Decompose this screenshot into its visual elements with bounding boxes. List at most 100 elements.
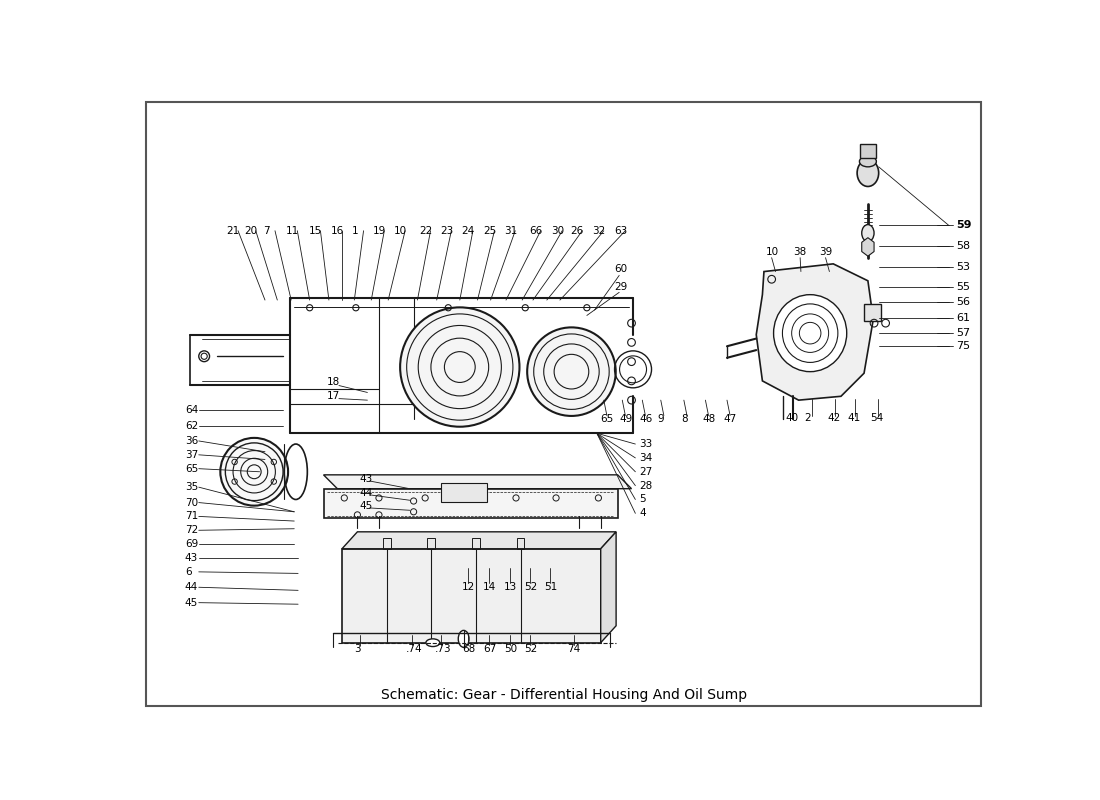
- Text: 60: 60: [614, 264, 627, 274]
- Polygon shape: [757, 264, 873, 400]
- Text: 19: 19: [373, 226, 386, 236]
- Text: .74: .74: [406, 644, 422, 654]
- Text: 23: 23: [440, 226, 453, 236]
- Text: 72: 72: [185, 526, 198, 535]
- Text: 49: 49: [619, 414, 632, 424]
- Text: 67: 67: [483, 644, 496, 654]
- Text: 8: 8: [681, 414, 688, 424]
- Text: 38: 38: [793, 246, 806, 257]
- Bar: [860, 144, 876, 158]
- Bar: [342, 549, 601, 642]
- Text: 7: 7: [264, 226, 271, 236]
- Text: 45: 45: [360, 502, 373, 511]
- Text: 20: 20: [244, 226, 257, 236]
- Text: 43: 43: [185, 553, 198, 563]
- Text: 74: 74: [568, 644, 581, 654]
- Text: 52: 52: [524, 582, 537, 592]
- Ellipse shape: [459, 630, 469, 647]
- Bar: [517, 538, 525, 549]
- Text: 18: 18: [327, 378, 340, 387]
- Text: 14: 14: [483, 582, 496, 592]
- Ellipse shape: [527, 327, 616, 416]
- Text: 56: 56: [957, 298, 970, 307]
- Bar: [383, 538, 390, 549]
- Text: 11: 11: [286, 226, 299, 236]
- Text: 30: 30: [551, 226, 564, 236]
- Text: 34: 34: [639, 453, 652, 463]
- Text: 39: 39: [820, 246, 833, 257]
- Polygon shape: [323, 475, 631, 489]
- Text: 45: 45: [185, 598, 198, 608]
- Bar: [440, 482, 486, 502]
- Ellipse shape: [857, 159, 879, 186]
- Polygon shape: [342, 532, 616, 549]
- Text: 6: 6: [185, 567, 191, 577]
- Text: 10: 10: [394, 226, 407, 236]
- Text: 26: 26: [571, 226, 584, 236]
- Text: 57: 57: [957, 328, 970, 338]
- Bar: [323, 489, 618, 518]
- Text: 44: 44: [360, 488, 373, 498]
- Text: 50: 50: [504, 644, 517, 654]
- Text: 59: 59: [957, 220, 972, 230]
- Ellipse shape: [861, 225, 875, 242]
- Text: 33: 33: [639, 439, 652, 449]
- Text: 75: 75: [957, 342, 970, 351]
- Text: 70: 70: [185, 498, 198, 507]
- Text: 36: 36: [185, 436, 198, 446]
- Text: 29: 29: [614, 282, 627, 292]
- Text: 16: 16: [330, 226, 343, 236]
- Text: 58: 58: [957, 241, 970, 251]
- Text: 32: 32: [592, 226, 605, 236]
- Text: 66: 66: [529, 226, 542, 236]
- Text: 9: 9: [658, 414, 664, 424]
- Polygon shape: [601, 532, 616, 642]
- Ellipse shape: [773, 294, 847, 372]
- Text: 24: 24: [461, 226, 474, 236]
- Text: 64: 64: [185, 405, 198, 415]
- Text: 28: 28: [639, 481, 652, 490]
- Bar: [865, 304, 881, 321]
- Text: 69: 69: [185, 539, 198, 549]
- Text: 43: 43: [360, 474, 373, 485]
- Text: 53: 53: [957, 262, 970, 272]
- Text: 52: 52: [524, 644, 537, 654]
- Text: 5: 5: [639, 494, 646, 505]
- Ellipse shape: [859, 156, 877, 167]
- Text: 35: 35: [185, 482, 198, 492]
- Bar: [428, 538, 436, 549]
- Text: 1: 1: [352, 226, 359, 236]
- Ellipse shape: [400, 307, 519, 426]
- Text: 44: 44: [185, 582, 198, 592]
- Text: 22: 22: [419, 226, 432, 236]
- Text: 68: 68: [462, 644, 475, 654]
- Text: 63: 63: [614, 226, 627, 236]
- Text: .73: .73: [434, 644, 451, 654]
- Text: 25: 25: [483, 226, 496, 236]
- Text: Schematic: Gear - Differential Housing And Oil Sump: Schematic: Gear - Differential Housing A…: [381, 688, 747, 702]
- Text: 51: 51: [543, 582, 557, 592]
- Polygon shape: [861, 238, 875, 256]
- Text: 21: 21: [227, 226, 240, 236]
- Text: 12: 12: [462, 582, 475, 592]
- Text: 10: 10: [766, 246, 779, 257]
- Text: 47: 47: [724, 414, 737, 424]
- Text: 31: 31: [504, 226, 517, 236]
- Text: 13: 13: [504, 582, 517, 592]
- Text: 37: 37: [185, 450, 198, 460]
- Text: 27: 27: [639, 466, 652, 477]
- Ellipse shape: [220, 438, 288, 506]
- Text: 40: 40: [785, 413, 799, 423]
- Text: 54: 54: [870, 413, 883, 423]
- Text: 3: 3: [354, 644, 361, 654]
- Text: 61: 61: [957, 313, 970, 322]
- Text: 48: 48: [703, 414, 716, 424]
- Text: 15: 15: [309, 226, 322, 236]
- Text: 71: 71: [185, 511, 198, 522]
- Text: 2: 2: [804, 413, 811, 423]
- Text: 4: 4: [639, 508, 646, 518]
- Text: 65: 65: [185, 464, 198, 474]
- Text: 41: 41: [847, 413, 860, 423]
- Text: 17: 17: [327, 391, 340, 402]
- Ellipse shape: [426, 639, 440, 646]
